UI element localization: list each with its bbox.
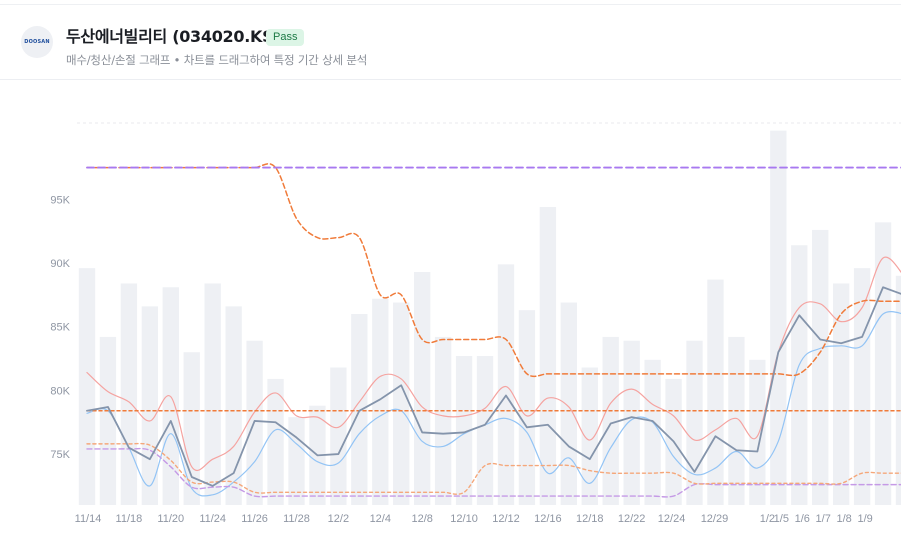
volume-bar (812, 229, 829, 505)
volume-bar (497, 264, 515, 505)
volume-bar (707, 279, 724, 505)
x-tick-label: 12/22 (618, 513, 646, 525)
x-tick-label: 12/10 (450, 513, 478, 525)
series-close (86, 286, 901, 487)
volume-bar (539, 207, 557, 505)
volume-bar (183, 352, 200, 505)
volume-bar (832, 283, 850, 505)
top-divider (0, 4, 901, 5)
x-tick-label: 1/5 (774, 513, 789, 525)
y-tick-label: 95K (50, 194, 70, 206)
logo-text: DOOSAN (24, 39, 50, 45)
x-tick-label: 1/8 (837, 513, 852, 525)
x-tick-label: 11/14 (75, 513, 102, 525)
volume-bar (351, 314, 368, 505)
series-support-low (86, 447, 901, 498)
series-lines (86, 163, 901, 498)
volume-bar (120, 283, 138, 505)
volume-bar (393, 302, 410, 505)
volume-bar (749, 359, 766, 505)
page-title: 두산에너빌리티 (034020.KS) (66, 27, 281, 46)
x-tick-label: 11/20 (157, 513, 184, 525)
volume-bar (414, 271, 431, 505)
series-support-high (86, 442, 901, 495)
x-tick-label: 1/2 (760, 513, 775, 525)
volume-bar (791, 245, 808, 506)
x-tick-label: 12/2 (328, 513, 349, 525)
volume-bar (728, 336, 745, 505)
volume-bars (78, 130, 901, 506)
volume-bar (455, 356, 473, 505)
volume-bar (770, 130, 787, 505)
volume-bar (581, 367, 598, 505)
header: DOOSAN 두산에너빌리티 (034020.KS) Pass 매수/청산/손절… (0, 5, 901, 80)
x-tick-label: 12/18 (576, 513, 604, 525)
volume-bar (623, 340, 640, 505)
x-axis: 11/14 11/18 11/20 11/24 11/26 11/28 12/2 12/4 12… (75, 513, 873, 525)
volume-bar (476, 356, 494, 505)
volume-bar (602, 336, 619, 505)
company-logo: DOOSAN (21, 26, 53, 58)
x-tick-label: 12/8 (411, 513, 432, 525)
y-tick-label: 90K (50, 258, 70, 270)
x-tick-label: 1/9 (857, 513, 872, 525)
volume-bar (288, 417, 305, 505)
volume-bar (372, 298, 389, 505)
volume-bar (434, 336, 452, 505)
x-tick-label: 11/18 (116, 513, 143, 525)
volume-bar (204, 283, 221, 505)
page-subtitle: 매수/청산/손절 그래프 • 차트를 드래그하여 특정 기간 상세 분석 (66, 53, 368, 67)
x-tick-label: 12/12 (492, 513, 520, 525)
volume-bar (141, 306, 159, 505)
x-tick-label: 11/24 (199, 513, 226, 525)
y-tick-label: 75K (50, 449, 70, 461)
y-tick-label: 80K (50, 385, 70, 397)
volume-bar (874, 222, 892, 505)
series-lower-band (86, 311, 901, 497)
volume-bar (330, 367, 347, 505)
volume-bar (560, 302, 577, 505)
x-tick-label: 12/29 (701, 513, 729, 525)
volume-bar (99, 336, 117, 505)
volume-bar (644, 359, 661, 505)
x-tick-label: 12/24 (658, 513, 686, 525)
volume-bar (78, 268, 96, 505)
x-tick-label: 12/4 (370, 513, 391, 525)
x-tick-label: 11/28 (283, 513, 310, 525)
x-tick-label: 11/26 (241, 513, 268, 525)
price-chart[interactable]: 75K 80K 85K 90K 95K 11/14 11/18 11/20 11/24 11/2… (0, 80, 901, 542)
volume-bar (225, 306, 242, 505)
x-tick-label: 12/16 (534, 513, 562, 525)
x-tick-label: 1/7 (816, 513, 831, 525)
volume-bar (895, 275, 901, 505)
volume-bar (518, 310, 536, 505)
status-badge: Pass (266, 29, 305, 46)
x-tick-label: 1/6 (795, 513, 810, 525)
y-axis: 75K 80K 85K 90K 95K (50, 194, 70, 461)
y-tick-label: 85K (50, 322, 70, 334)
